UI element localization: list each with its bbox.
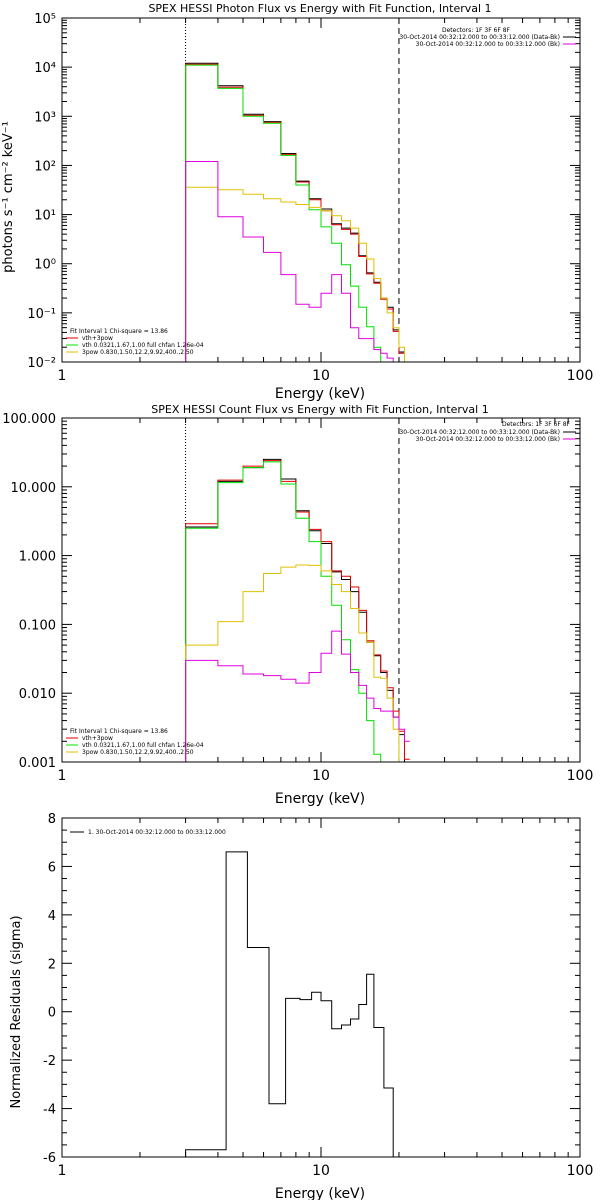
y-tick-label-1-000: 1.000: [19, 550, 56, 565]
photon-flux-y-axis-label: photons s⁻¹ cm⁻² keV⁻¹: [1, 121, 16, 273]
count-flux-legend-vth: vth 0.0321,1.67,1.00 full chfan 1.26e-04: [82, 742, 204, 749]
y-tick-label-10-: 10⁻¹: [27, 307, 56, 322]
count-flux-axis-ticks: 1 10 100 0.001 0.010 0.100 1.000 10.000 100.000: [2, 412, 593, 784]
photon-flux-legend-vth-3pow: vth+3pow: [82, 335, 113, 342]
histogram-series-3: [185, 186, 410, 363]
y-tick-label-10-: 10³: [34, 110, 56, 125]
x-tick-label-10: 10: [312, 368, 330, 384]
photon-flux-legend-3pow: 3pow 0.830,1.50,12.2,9.92,400.,2.50: [82, 349, 194, 356]
x-tick-label-10: 10: [312, 768, 330, 784]
histogram-series-0: [185, 851, 399, 1158]
y-tick-label-0-010: 0.010: [19, 687, 56, 702]
photon-flux-series: [185, 62, 410, 363]
y-tick-label-10-: 10⁰: [34, 258, 56, 273]
photon-flux-legend-fit-interval: Fit Interval 1 Chi-square = 13.86: [70, 328, 168, 335]
residuals-panel: Energy (keV) Normalized Residuals (sigma…: [9, 812, 593, 1200]
photon-flux-axis-ticks: 1 10 100 10⁻² 10⁻¹ 10⁰ 10¹ 10² 10³ 10⁴ 10⁵: [27, 12, 593, 384]
photon-flux-x-axis-label: Energy (keV): [275, 386, 365, 402]
count-flux-legend-vth-3pow: vth+3pow: [82, 735, 113, 742]
photon-flux-legend-vth: vth 0.0321,1.67,1.00 full chfan 1.26e-04: [82, 342, 204, 349]
count-flux-legend-fit-interval: Fit Interval 1 Chi-square = 13.86: [70, 728, 168, 735]
x-tick-label-1: 1: [58, 1163, 67, 1179]
photon-flux-panel: SPEX HESSI Photon Flux vs Energy with Fi…: [1, 2, 593, 402]
y-tick-label--2: -2: [43, 1054, 56, 1069]
residuals-legend: 1. 30-Oct-2014 00:32:12.000 to 00:33:12.…: [70, 829, 226, 836]
y-tick-label--6: -6: [43, 1151, 56, 1166]
y-tick-label-2: 2: [48, 957, 56, 972]
photon-flux-legend: Fit Interval 1 Chi-square = 13.86 vth+3p…: [66, 328, 204, 356]
y-tick-label-10-: 10⁵: [34, 12, 56, 27]
count-flux-x-axis-label: Energy (keV): [275, 791, 365, 807]
count-flux-legend: Fit Interval 1 Chi-square = 13.86 vth+3p…: [66, 728, 204, 756]
residuals-plot-frame: [61, 817, 581, 1158]
y-tick-label-0: 0: [48, 1006, 56, 1021]
y-tick-label-4: 4: [48, 909, 56, 924]
y-tick-label-10-: 10⁴: [34, 61, 56, 76]
x-tick-label-100: 100: [567, 768, 594, 784]
x-tick-label-10: 10: [312, 1163, 330, 1179]
y-tick-label--4: -4: [43, 1103, 56, 1118]
photon-flux-header-bk: 30-Oct-2014 00:32:12.000 to 00:33:12.000…: [416, 41, 560, 48]
count-flux-plot-frame: [61, 417, 581, 763]
count-flux-header-block: Detectors: 1F 3F 6F 8F 30-Oct-2014 00:32…: [399, 421, 576, 443]
y-tick-label-10-: 10²: [34, 159, 56, 174]
y-tick-label-10-000: 10.000: [11, 481, 57, 496]
residuals-series: [185, 851, 399, 1158]
photon-flux-header-detectors: Detectors: 1F 3F 6F 8F: [442, 27, 511, 34]
y-tick-label-0-100: 0.100: [19, 618, 56, 633]
x-tick-label-1: 1: [58, 768, 67, 784]
count-flux-title: SPEX HESSI Count Flux vs Energy with Fit…: [151, 403, 488, 416]
x-tick-label-100: 100: [567, 368, 594, 384]
count-flux-legend-3pow: 3pow 0.830,1.50,12.2,9.92,400.,2.50: [82, 749, 194, 756]
photon-flux-header-data-bk: 30-Oct-2014 00:32:12.000 to 00:33:12.000…: [399, 34, 560, 41]
residuals-x-axis-label: Energy (keV): [275, 1186, 365, 1200]
y-tick-label-0-001: 0.001: [19, 756, 56, 771]
x-tick-label-1: 1: [58, 368, 67, 384]
photon-flux-plot-frame: [61, 17, 581, 363]
y-tick-label-8: 8: [48, 812, 56, 827]
residuals-axis-ticks: 1 10 100 -6 -4 -2 0 2 4 6 8: [43, 812, 593, 1179]
photon-flux-title: SPEX HESSI Photon Flux vs Energy with Fi…: [148, 2, 491, 15]
count-flux-header-detectors: Detectors: 1F 3F 6F 8F: [502, 421, 571, 428]
count-flux-series: [185, 458, 410, 763]
histogram-series-4: [185, 161, 410, 363]
residuals-legend-interval: 1. 30-Oct-2014 00:32:12.000 to 00:33:12.…: [88, 829, 226, 836]
count-flux-header-bk: 30-Oct-2014 00:32:12.000 to 00:33:12.000…: [416, 436, 560, 443]
count-flux-panel: SPEX HESSI Count Flux vs Energy with Fit…: [2, 403, 593, 807]
photon-flux-header-block: Detectors: 1F 3F 6F 8F 30-Oct-2014 00:32…: [399, 27, 576, 48]
y-tick-label-100-000: 100.000: [2, 412, 56, 427]
y-tick-label-6: 6: [48, 860, 56, 875]
histogram-series-3: [185, 564, 410, 763]
count-flux-header-data-bk: 30-Oct-2014 00:32:12.000 to 00:33:12.000…: [399, 429, 560, 436]
y-tick-label-10-: 10¹: [34, 209, 56, 224]
residuals-y-axis-label: Normalized Residuals (sigma): [9, 915, 24, 1108]
x-tick-label-100: 100: [567, 1163, 594, 1179]
histogram-series-2: [185, 461, 410, 763]
y-tick-label-10-: 10⁻²: [27, 356, 56, 371]
histogram-series-4: [185, 630, 410, 762]
